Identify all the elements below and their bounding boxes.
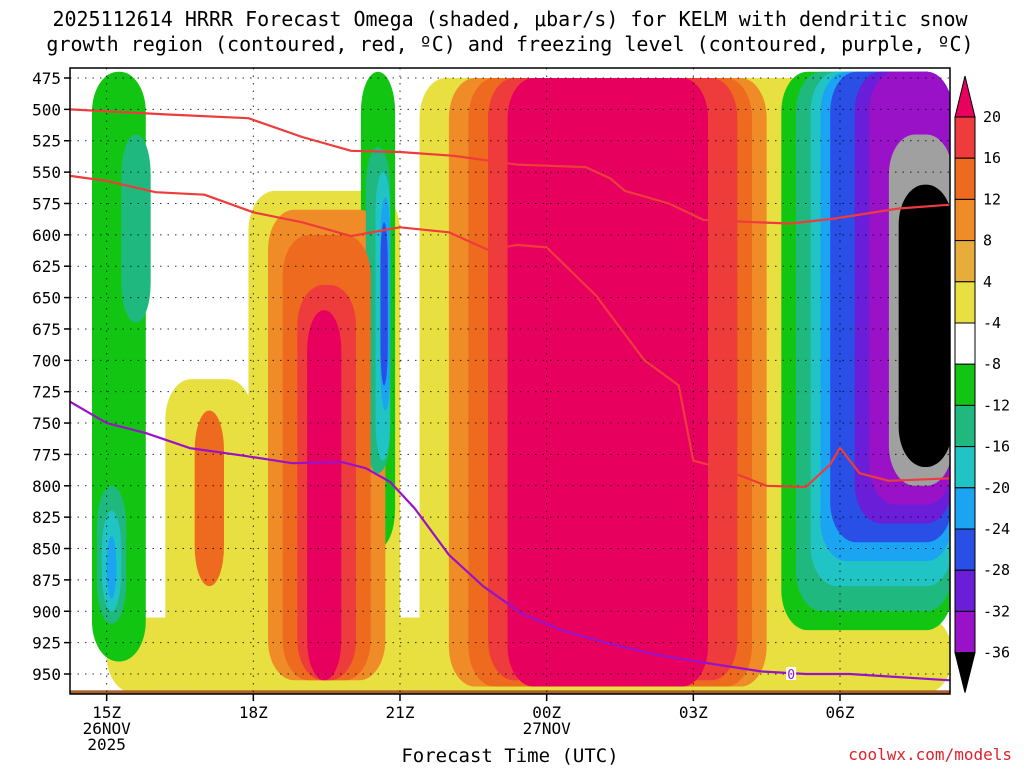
colorbar-band <box>954 528 976 571</box>
y-tick-label: 700 <box>32 351 61 370</box>
colorbar-band <box>954 569 976 612</box>
y-tick-label: 775 <box>32 445 61 464</box>
plot-frame <box>69 67 951 695</box>
colorbar-band <box>954 487 976 530</box>
colorbar-band <box>954 404 976 448</box>
y-tick-label: 525 <box>32 132 61 151</box>
y-tick-label: 575 <box>32 194 61 213</box>
x-axis-label: Forecast Time (UTC) <box>401 745 618 767</box>
contour-freezing-level-0C <box>70 400 950 682</box>
y-tick-label: 650 <box>32 289 61 308</box>
colorbar-band <box>954 281 976 324</box>
omega-cell <box>307 310 342 681</box>
colorbar-label: -36 <box>983 644 1010 662</box>
contour-dendritic-bottom-minus12C <box>70 174 950 489</box>
x-tick-label: 18Z <box>239 703 268 722</box>
colorbar-label: 4 <box>983 273 992 291</box>
colorbar-label: -16 <box>983 438 1010 456</box>
terrain-band <box>70 690 950 694</box>
x-tick-label: 26NOV <box>83 719 132 738</box>
colorbar-label: -8 <box>983 355 1001 373</box>
omega-cell <box>380 222 388 386</box>
colorbar-band <box>954 363 976 406</box>
colorbar-band <box>954 446 976 489</box>
colorbar-label: 12 <box>983 190 1001 208</box>
contour-dendritic-top-minus18C <box>70 108 950 225</box>
colorbar-label: 16 <box>983 149 1001 167</box>
y-tick-label: 850 <box>32 540 61 559</box>
colorbar: 20 16 12 8 4 -4 -8 -12 -16 -20 -24 -28 -32 -36 <box>954 75 1010 693</box>
colorbar-label: -4 <box>983 314 1001 332</box>
omega-cell <box>507 78 708 687</box>
colorbar-label: -24 <box>983 520 1010 538</box>
y-tick-label: 725 <box>32 383 61 402</box>
colorbar-label: -20 <box>983 479 1010 497</box>
y-tick-label: 675 <box>32 320 61 339</box>
x-tick-label: 27NOV <box>523 719 572 738</box>
colorbar-band <box>954 157 976 200</box>
colorbar-label: -32 <box>983 602 1010 620</box>
colorbar-band <box>954 240 976 283</box>
plot-area: 0 <box>70 68 950 694</box>
x-tick-label: 21Z <box>386 703 415 722</box>
colorbar-band <box>954 322 976 365</box>
colorbar-band <box>954 610 976 654</box>
x-tick-label: 03Z <box>679 703 708 722</box>
colorbar-bottom-arrow <box>954 652 976 693</box>
chart-title-line-2: growth region (contoured, red, ºC) and f… <box>46 32 973 56</box>
colorbar-label: 8 <box>983 232 992 250</box>
omega-cell <box>898 184 950 467</box>
y-tick-label: 800 <box>32 477 61 496</box>
colorbar-label: -12 <box>983 396 1010 414</box>
y-tick-label: 500 <box>32 100 61 119</box>
contours: 0 <box>70 108 950 683</box>
y-tick-label: 900 <box>32 602 61 621</box>
colorbar-label: 20 <box>983 108 1001 126</box>
colorbar-top-arrow <box>954 75 976 118</box>
omega-cell <box>121 134 151 323</box>
omega-cell <box>106 535 117 599</box>
y-axis: 475 500 525 550 575 600 625 650 675 700 725 750 775 8… <box>32 69 70 684</box>
y-tick-label: 750 <box>32 414 61 433</box>
colorbar-band <box>954 116 976 159</box>
y-tick-label: 600 <box>32 226 61 245</box>
x-tick-label: 00Z <box>532 703 561 722</box>
omega-shading <box>92 71 950 693</box>
y-tick-label: 925 <box>32 634 61 653</box>
x-tick-label: 15Z <box>92 703 121 722</box>
x-tick-label: 06Z <box>826 703 855 722</box>
x-tick-label: 2025 <box>87 735 126 754</box>
y-tick-label: 550 <box>32 163 61 182</box>
y-tick-label: 825 <box>32 508 61 527</box>
y-tick-label: 950 <box>32 665 61 684</box>
colorbar-band <box>954 198 976 242</box>
chart-title-line-1: 2025112614 HRRR Forecast Omega (shaded, … <box>52 7 968 31</box>
omega-cell <box>194 410 224 587</box>
freezing-marker-bg <box>786 667 797 680</box>
terrain <box>70 690 950 694</box>
y-tick-label: 475 <box>32 69 61 88</box>
freezing-marker-label: 0 <box>787 668 795 683</box>
colorbar-label: -28 <box>983 561 1010 579</box>
y-tick-label: 875 <box>32 571 61 590</box>
y-tick-label: 625 <box>32 257 61 276</box>
credit-text[interactable]: coolwx.com/models <box>848 745 1012 764</box>
